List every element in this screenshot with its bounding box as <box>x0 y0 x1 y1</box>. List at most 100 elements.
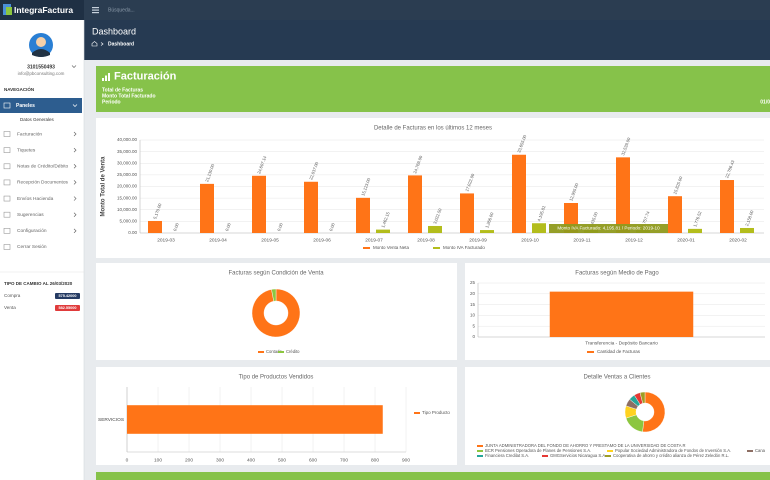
menu-item[interactable]: Facturación <box>17 131 42 137</box>
x-tick-label: 900 <box>402 457 410 463</box>
x-tick-label: 500 <box>278 457 286 463</box>
exchange-label: Venta <box>4 305 16 310</box>
avatar-head <box>36 37 46 47</box>
y-tick-label: 30,000.00 <box>117 160 138 165</box>
menu-toggle[interactable] <box>92 7 99 9</box>
data-label: 15,123.00 <box>360 177 371 197</box>
chart-title: Detalle Ventas a Clientes <box>583 375 650 381</box>
y-tick-label: 25,000.00 <box>117 172 138 177</box>
data-label: 17,022.00 <box>464 172 475 192</box>
x-tick-label: 300 <box>216 457 224 463</box>
banner-icon <box>108 73 110 81</box>
bar <box>480 230 494 233</box>
menu-item[interactable]: Sugerencias <box>17 212 44 218</box>
menu-toggle[interactable] <box>92 12 99 14</box>
menu-icon <box>3 228 11 234</box>
menu-item: Paneles <box>16 103 35 109</box>
x-tick-label: Transferencia - Depósito Bancario <box>585 340 658 346</box>
exchange-value: 582.55000 <box>59 306 77 310</box>
bar <box>740 227 754 233</box>
y-tick-label: 0 <box>472 334 475 339</box>
data-label: 33,655.00 <box>516 134 527 154</box>
data-label: 1,776.52 <box>692 210 703 228</box>
x-tick-label: 800 <box>371 457 379 463</box>
logo-area <box>0 0 84 20</box>
menu-active[interactable] <box>0 98 82 113</box>
legend-label: Financiera Credilat S.A. <box>485 453 529 458</box>
bar <box>688 228 702 233</box>
banner-line: Periodo <box>102 99 121 105</box>
x-tick-label: 200 <box>185 457 193 463</box>
panel <box>465 367 770 465</box>
data-label: 22,786.43 <box>724 159 735 179</box>
x-tick-label: 2019-05 <box>261 237 279 243</box>
x-tick-label: 2019-06 <box>313 237 331 243</box>
y-tick-label: 10,000.00 <box>117 207 138 212</box>
menu-item[interactable]: Notas de Crédito/Débito <box>17 164 69 170</box>
y-tick-label: 10 <box>470 313 476 318</box>
x-tick-label: 400 <box>247 457 255 463</box>
page-title: Dashboard <box>92 26 136 36</box>
avatar-body <box>32 49 50 57</box>
menu-toggle[interactable] <box>92 9 99 11</box>
legend-label: Monto Venta Neta <box>373 245 410 250</box>
data-label: 15,825.00 <box>672 175 683 195</box>
panel-content: Facturas según Condición de Venta Contado… <box>228 271 324 355</box>
banner-title: Facturación <box>114 70 177 82</box>
data-label: 3,022.50 <box>432 207 443 225</box>
y-tick-label: 0.00 <box>128 230 137 235</box>
exchange-badge <box>55 293 80 299</box>
user-id: 3101550493 <box>27 64 55 70</box>
chevron <box>73 147 77 153</box>
data-label: 4,195.81 <box>536 204 547 222</box>
legend-label: JUNTA ADMINISTRADORA DEL FONDO DE AHORRO… <box>485 443 686 448</box>
home-icon <box>91 41 98 47</box>
panel-content: Detalle de Facturas en los últimos 12 me… <box>101 126 764 250</box>
data-label: 12,905.00 <box>568 182 579 202</box>
logo-icon-fold <box>6 7 12 15</box>
data-label: 24,607.14 <box>256 155 267 175</box>
x-tick-label: 2019-10 <box>521 237 539 243</box>
bar <box>148 220 162 233</box>
panel <box>96 263 457 360</box>
pie-slice <box>271 288 277 302</box>
menu-icon <box>3 131 11 137</box>
menu-item[interactable]: Tiquetes <box>17 147 36 153</box>
x-tick-label: 2019-08 <box>417 237 435 243</box>
menu-icon <box>3 179 11 186</box>
bar <box>200 183 214 233</box>
exchange-label: Compra <box>4 293 21 298</box>
menu-item[interactable]: Envíos Hacienda <box>17 196 54 202</box>
legend-swatch <box>278 351 284 353</box>
breadcrumb: Dashboard <box>108 41 134 47</box>
menu-item[interactable]: Recepción Documentos <box>17 180 69 186</box>
bar <box>512 154 526 233</box>
bar <box>460 193 474 233</box>
x-tick-label: 600 <box>309 457 317 463</box>
y-tick-label: 40,000.00 <box>117 137 138 142</box>
bar <box>532 223 546 233</box>
menu-icon <box>3 163 11 170</box>
y-tick-label: 5,000.00 <box>119 219 137 224</box>
search-box[interactable]: Búsqueda... <box>108 7 135 13</box>
data-label: 1,462.15 <box>380 211 391 229</box>
x-tick-label: 100 <box>154 457 162 463</box>
chevron <box>73 164 77 169</box>
chevron <box>71 65 77 68</box>
y-axis-label: Monto Total de Venta <box>101 156 107 217</box>
x-tick-label: 700 <box>340 457 348 463</box>
menu-item[interactable]: Configuración <box>17 228 47 234</box>
legend-label: Cantidad de Facturas <box>597 349 641 354</box>
bar <box>549 291 694 337</box>
x-tick-label: 2019-11 <box>573 237 591 243</box>
bar <box>356 197 370 233</box>
bar <box>668 196 682 233</box>
y-tick-label: 20,000.00 <box>117 184 138 189</box>
legend-swatch <box>477 450 483 452</box>
user-email: info@pbconsulting.com <box>18 71 65 76</box>
banner-right: 01/0 <box>760 99 770 105</box>
submenu-item[interactable]: Datos Generales <box>20 117 55 122</box>
menu-item[interactable]: Cerrar Sesión <box>17 244 47 250</box>
